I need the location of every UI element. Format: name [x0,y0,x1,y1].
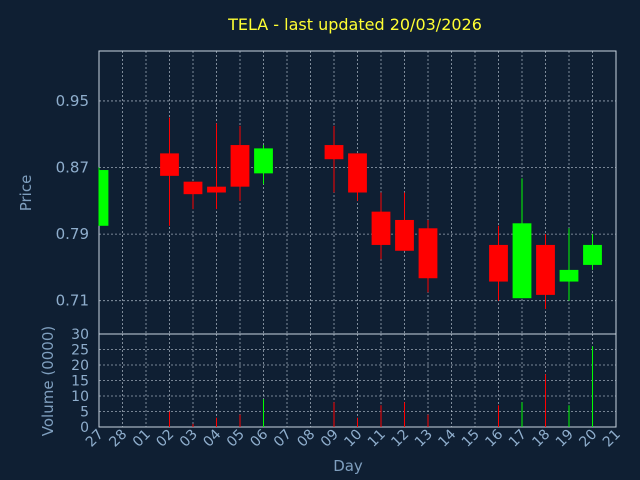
price-tick-label: 0.87 [56,159,89,177]
candle-body [512,223,532,299]
candle-body [536,244,555,295]
chart-title: TELA - last updated 20/03/2026 [227,15,482,34]
candle [98,167,109,226]
volume-tick-label: 5 [80,405,89,421]
candle [160,117,179,226]
candle [254,145,273,185]
candle-body [254,148,273,174]
candle [489,225,508,301]
price-panel: 0.71 0.79 0.87 0.95 Price [17,50,617,335]
candle-body [371,211,391,245]
volume-tick-label: 15 [71,374,89,390]
candle [348,153,367,201]
x-axis-label: Day [333,457,363,475]
candle-body [348,153,367,193]
candle [512,178,532,299]
volume-tick-label: 20 [71,358,89,374]
volume-tick-label: 30 [71,327,89,343]
candle [371,192,391,260]
candle-body [99,170,109,226]
candle-body [559,269,579,282]
candle-body [324,145,344,160]
candle-body [160,153,179,176]
candle [536,234,555,310]
candle [583,234,602,270]
price-axis-label: Price [17,175,35,212]
candle-body [230,145,250,187]
candle-body [183,181,203,195]
candle-body [583,244,602,265]
volume-tick-label: 10 [71,389,89,405]
candle-body [395,219,414,251]
price-tick-label: 0.79 [56,225,89,243]
volume-tick-label: 0 [80,420,89,436]
volume-tick-label: 25 [71,343,89,359]
candle [324,125,344,193]
candle [418,219,438,293]
candle-body [489,244,508,282]
candle [230,125,250,201]
candle [207,123,226,210]
candle-body [418,228,438,279]
volume-axis-label: Volume (0000) [39,326,57,436]
price-tick-label: 0.71 [56,292,89,310]
candle [183,181,203,210]
candle-body [207,186,226,193]
price-tick-label: 0.95 [56,92,89,110]
candle [559,228,579,301]
candle [395,192,414,251]
